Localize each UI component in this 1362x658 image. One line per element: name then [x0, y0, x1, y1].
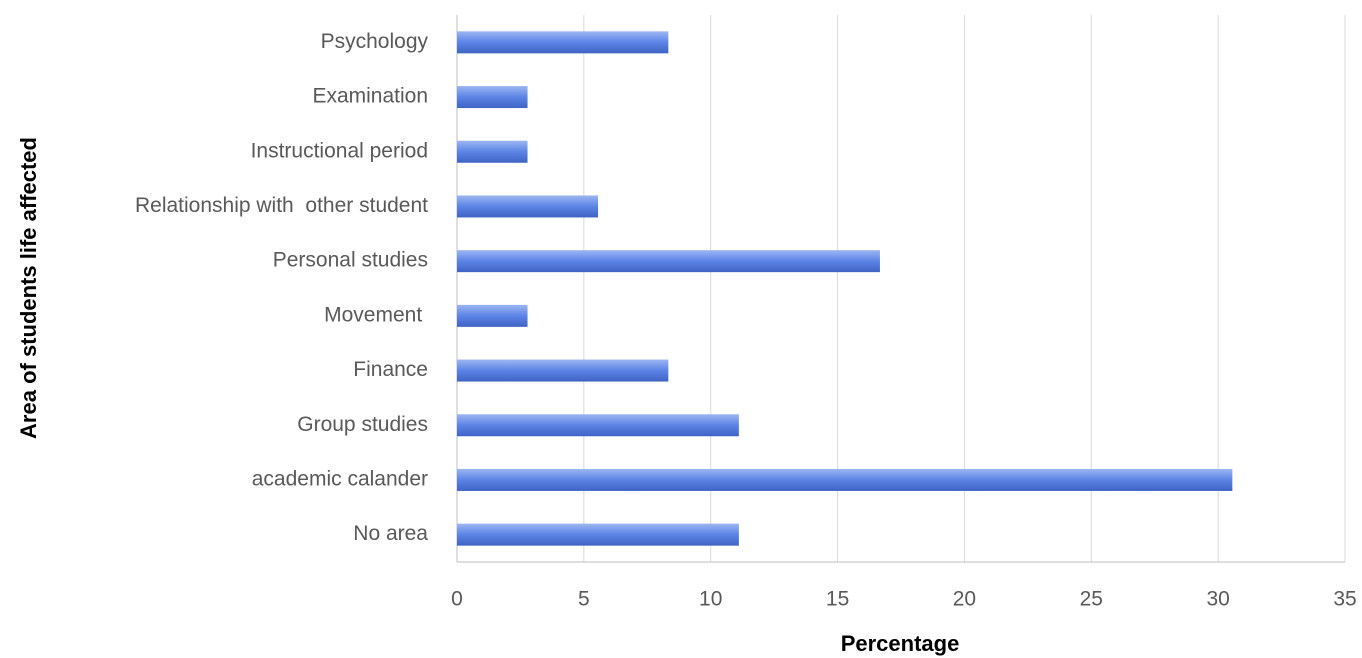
bar [457, 304, 528, 327]
y-tick-label: Personal studies [273, 249, 428, 272]
x-tick-label: 15 [826, 588, 849, 611]
bar [457, 468, 1233, 491]
y-tick-label: academic calander [252, 467, 428, 490]
x-tick-label: 20 [953, 588, 976, 611]
y-tick-label: Examination [312, 85, 428, 108]
x-tick-label: 30 [1206, 588, 1229, 611]
y-tick-label: Psychology [321, 30, 429, 53]
y-tick-label: No area [353, 522, 428, 545]
x-tick-label: 10 [699, 588, 722, 611]
bar [457, 31, 669, 54]
y-tick-label: Movement [324, 303, 428, 326]
x-tick-label: 25 [1080, 588, 1103, 611]
bar [457, 250, 880, 273]
bar [457, 523, 739, 546]
bar [457, 359, 669, 382]
y-tick-label: Finance [353, 358, 428, 381]
y-tick-label: Relationship with other student [135, 194, 428, 217]
x-tick-label: 5 [578, 588, 590, 611]
bar [457, 414, 739, 437]
x-tick-label: 35 [1333, 588, 1356, 611]
bar [457, 86, 528, 109]
x-tick-label: 0 [451, 588, 463, 611]
x-axis-title: Percentage [841, 631, 960, 656]
bar [457, 195, 599, 218]
y-axis-title: Area of students life affected [16, 137, 41, 439]
bar [457, 140, 528, 163]
y-tick-label: Instructional period [251, 139, 428, 162]
y-tick-label: Group studies [297, 413, 428, 436]
